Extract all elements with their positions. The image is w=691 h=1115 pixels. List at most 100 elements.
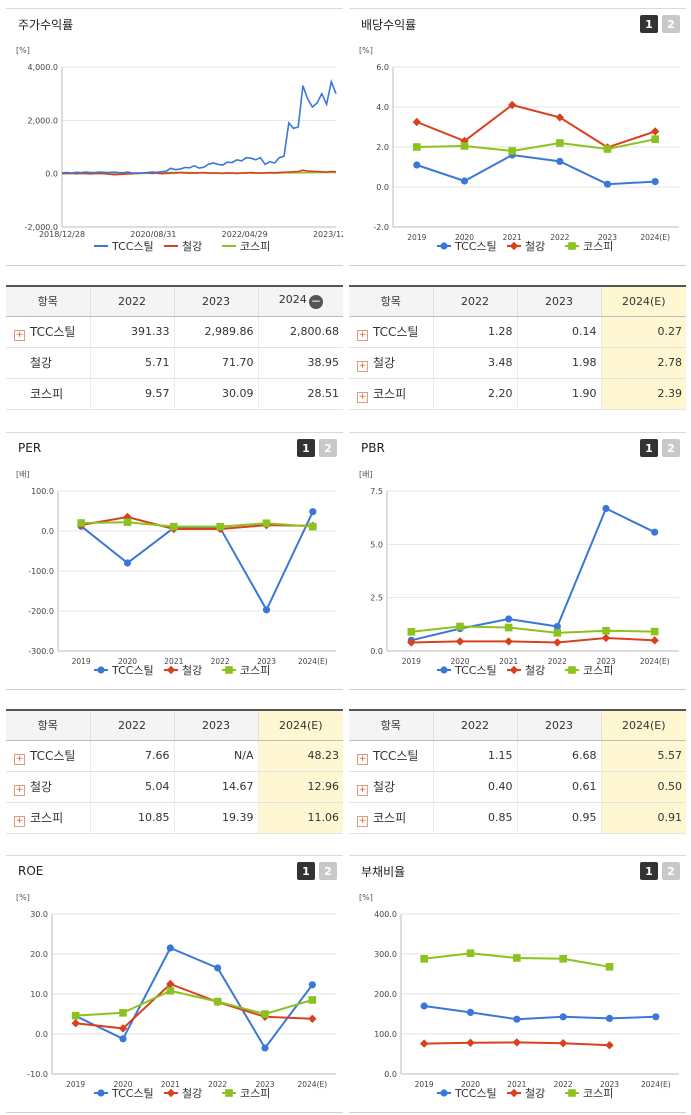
row-name[interactable]: + 코스피 (349, 378, 433, 410)
data-point (170, 522, 178, 531)
expand-icon[interactable]: + (14, 753, 25, 765)
row-name[interactable]: + TCC스틸 (349, 316, 433, 348)
expand-icon[interactable]: + (14, 815, 25, 827)
data-point (651, 178, 659, 186)
header-2022: 2022 (89, 710, 174, 741)
data-point (509, 1088, 519, 1098)
panel-header: PBR 1 2 (349, 433, 686, 463)
data-point (466, 1038, 475, 1047)
x-tick-label: 2020 (113, 1080, 132, 1089)
cell: 19.39 (173, 802, 258, 834)
expand-icon[interactable]: + (14, 784, 25, 796)
x-tick-label: 2022 (208, 1080, 227, 1089)
cell: 5.57 (600, 740, 686, 772)
row-name[interactable]: + TCC스틸 (6, 740, 90, 772)
legend-label: 철강 (525, 664, 545, 677)
x-tick-label: 2022 (550, 233, 569, 242)
expand-icon[interactable]: + (357, 360, 368, 372)
data-point (460, 177, 469, 185)
data-point (419, 1039, 429, 1048)
x-tick-label: 2020/08/31 (130, 230, 176, 239)
data-point (261, 1044, 269, 1052)
table-row: + TCC스틸 391.33 2,989.86 2,800.68 (6, 316, 343, 348)
data-point (118, 1024, 128, 1033)
data-point (97, 1089, 105, 1097)
legend-label: 코스피 (240, 1087, 270, 1100)
toggle-2-button[interactable]: 2 (319, 439, 337, 457)
panel-title: 부채비율 (361, 864, 406, 879)
panel-title: 배당수익률 (361, 17, 417, 32)
table-row: 철강 5.71 71.70 38.95 (6, 347, 343, 379)
series-line (411, 625, 655, 634)
toggle-1-button[interactable]: 1 (640, 439, 658, 457)
data-point (568, 1089, 576, 1097)
toggle-2-button[interactable]: 2 (662, 439, 680, 457)
row-label: 코스피 (373, 810, 407, 825)
y-tick-label: 7.5 (370, 487, 383, 496)
legend-label: TCC스틸 (454, 664, 497, 677)
stock-return-table: 항목 2022 2023 2024− + TCC스틸 391.33 2,989.8… (6, 285, 343, 410)
x-tick-label: 2024(E) (297, 1080, 327, 1089)
cell: 1.28 (432, 316, 517, 348)
unit-label: [%] (359, 893, 373, 902)
row-label: TCC스틸 (30, 748, 76, 763)
expand-icon[interactable]: + (357, 784, 368, 796)
expand-icon[interactable]: + (357, 391, 368, 403)
panel-header: 부채비율 1 2 (349, 856, 686, 886)
x-tick-label: 2022 (554, 1080, 573, 1089)
data-point (558, 1039, 568, 1048)
legend-label: 코스피 (240, 240, 270, 253)
row-name[interactable]: + 철강 (6, 771, 90, 803)
unit-label: [배] (359, 470, 373, 479)
x-tick-label: 2019 (72, 657, 91, 666)
expand-icon[interactable]: + (357, 753, 368, 765)
x-tick-label: 2021 (161, 1080, 180, 1089)
expand-icon[interactable]: + (357, 815, 368, 827)
data-point (651, 528, 659, 536)
data-point (166, 944, 174, 952)
y-tick-label: -200.0 (28, 607, 54, 616)
x-tick-label: 2020 (455, 233, 474, 242)
data-point (412, 117, 422, 127)
expand-icon[interactable]: + (14, 329, 25, 341)
cell: 2.39 (600, 378, 686, 410)
row-name[interactable]: + 철강 (349, 771, 433, 803)
data-point (504, 623, 513, 632)
dividend-yield-panel: 배당수익률 1 2 [%] 6.0 4.0 2.0 0.0 -2.0 2019 2020 202… (349, 8, 686, 266)
toggle-1-button[interactable]: 1 (640, 15, 658, 33)
panel-header: 배당수익률 1 2 (349, 9, 686, 39)
toggle-1-button[interactable]: 1 (297, 862, 315, 880)
header-2023: 2023 (516, 286, 601, 317)
collapse-icon[interactable]: − (308, 294, 323, 310)
cell: 1.98 (516, 347, 601, 379)
legend-label: TCC스틸 (454, 240, 497, 253)
y-tick-label: 100.0 (31, 487, 54, 496)
toggle-2-button[interactable]: 2 (662, 15, 680, 33)
data-point (507, 100, 517, 110)
data-point (123, 518, 132, 526)
cell: 28.51 (257, 378, 343, 410)
toggle-1-button[interactable]: 1 (297, 439, 315, 457)
row-name[interactable]: + 코스피 (6, 802, 90, 834)
toggle-2-button[interactable]: 2 (319, 862, 337, 880)
row-name[interactable]: + TCC스틸 (349, 740, 433, 772)
dividend-yield-chart: [%]6.0 4.0 2.0 0.0 -2.0 2019 2020 2021 2022 2023 2… (359, 46, 679, 253)
table-row: + 철강 0.40 0.61 0.50 (349, 771, 686, 803)
series-line (416, 103, 656, 149)
row-name[interactable]: + TCC스틸 (6, 316, 90, 348)
debt-ratio-chart: [%]400.0 300.0 200.0 100.0 0.0 2019 2020 2021 20… (359, 893, 679, 1100)
y-tick-label: 20.0 (30, 950, 48, 959)
expand-icon[interactable]: + (357, 329, 368, 341)
row-name[interactable]: + 철강 (349, 347, 433, 379)
toggle-1-button[interactable]: 1 (640, 862, 658, 880)
x-tick-label: 2024(E) (298, 657, 328, 666)
row-name[interactable]: + 코스피 (349, 802, 433, 834)
row-label: 철강 (373, 355, 396, 370)
per-panel: PER 1 2 [배] 100.0 0.0 -100.0 -200.0 -300.0 201… (6, 432, 343, 690)
x-tick-label: 2019 (407, 233, 426, 242)
toggle-2-button[interactable]: 2 (662, 862, 680, 880)
data-point (97, 666, 105, 674)
stock-return-panel: 주가수익률 [%] 4,000.0 2,000.0 0.0 -2,000.0 2018/1… (6, 8, 343, 266)
data-point (652, 1013, 660, 1021)
y-tick-label: 0.0 (45, 170, 58, 179)
